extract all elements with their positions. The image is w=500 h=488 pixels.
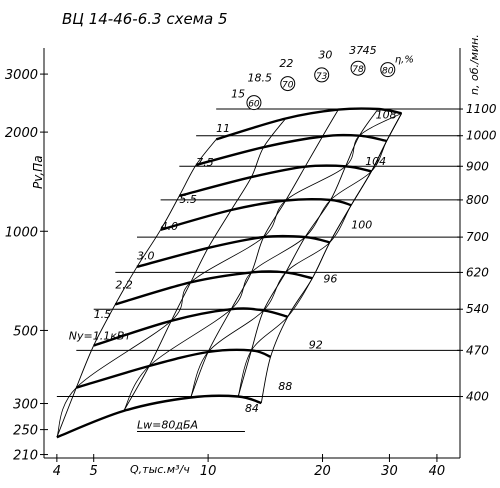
x-tick-label: 30 [381, 464, 398, 479]
fan-curve-rpm-620 [114, 270, 313, 306]
rpm-tick-label: 1100 [466, 102, 497, 116]
chart-title: ВЦ 14-46-6.3 схема 5 [62, 10, 228, 28]
fan-curve-rpm-540 [93, 307, 289, 347]
x-tick-label: 10 [200, 464, 217, 479]
rpm-axis-label: n, об./мин. [468, 34, 481, 95]
power-iso-line [123, 113, 402, 412]
fan-curve-rpm-800 [160, 198, 352, 231]
power-label: 11 [216, 122, 230, 135]
y-axis-label: Pv,Па [31, 155, 45, 189]
efficiency-label-marker [350, 60, 366, 76]
power-label: 22 [279, 57, 293, 70]
rpm-tick-label: 470 [466, 343, 489, 357]
fan-curve-rpm-1100 [215, 107, 402, 141]
power-label: 15 [231, 87, 245, 100]
y-tick-label: 1000 [5, 225, 38, 240]
fan-curve-rpm-1000 [195, 133, 387, 167]
power-label: Ny=1.1кВт [69, 329, 132, 342]
efficiency-label-marker [280, 76, 296, 92]
power-label: 18.5 [248, 71, 273, 84]
noise-label: 88 [278, 380, 292, 393]
noise-label: 96 [323, 272, 337, 285]
rpm-tick-label: 800 [466, 193, 489, 207]
operating-ray [237, 108, 379, 397]
noise-label: Lw=80дБА [137, 418, 198, 431]
power-label: 1.5 [94, 308, 112, 321]
efficiency-label-marker [380, 62, 396, 78]
rays [56, 108, 402, 438]
x-tick-label: 40 [429, 464, 446, 479]
rpm-tick-label: 540 [466, 302, 489, 316]
noise-label: 92 [309, 339, 323, 352]
noise-label: 84 [245, 402, 259, 415]
x-axis-label: Q,тыс.м³/ч [130, 463, 190, 476]
y-tick-label: 300 [13, 398, 38, 413]
rpm-tick-label: 700 [466, 230, 489, 244]
efficiency-label: 78 [352, 65, 364, 75]
fan-curve-rpm-900 [178, 164, 372, 198]
power-iso-line [56, 112, 402, 438]
power-label: 7.5 [196, 156, 214, 169]
efficiency-label: 60 [248, 100, 260, 110]
power-label: 5.5 [179, 193, 197, 206]
rpm-tick-label: 620 [466, 265, 489, 279]
y-tick-label: 500 [13, 324, 38, 339]
power-label: 2.2 [115, 279, 133, 292]
fan-curve-rpm-400 [56, 394, 262, 439]
y-tick-label: 3000 [5, 68, 38, 83]
efficiency-unit-label: η,% [395, 55, 414, 66]
efficiency-label: 80 [382, 67, 394, 77]
power-label: 3.0 [137, 250, 155, 263]
efficiency-label: 70 [282, 81, 294, 91]
noise-label: 108 [376, 108, 397, 121]
efficiency-label-marker [314, 67, 330, 83]
curves [56, 107, 402, 439]
power-label: 37 [349, 44, 363, 57]
power-label: 30 [318, 48, 332, 61]
y-tick-label: 2000 [5, 126, 38, 141]
x-tick-label: 4 [53, 464, 61, 479]
power-label: 4.0 [161, 220, 179, 233]
noise-label: 104 [365, 155, 386, 168]
efficiency-label: 73 [316, 72, 328, 82]
rpm-tick-label: 900 [466, 159, 489, 173]
x-tick-label: 20 [314, 464, 331, 479]
noise-label: 100 [351, 218, 372, 231]
x-tick-label: 5 [90, 464, 98, 479]
y-tick-label: 250 [13, 424, 38, 439]
y-tick-label: 210 [13, 449, 38, 464]
efficiency-label-marker [246, 95, 262, 111]
power-label: 45 [363, 44, 377, 57]
rpm-tick-label: 1000 [466, 129, 497, 143]
fan-curve-rpm-470 [75, 348, 272, 389]
rpm-tick-label: 400 [466, 390, 489, 404]
fan-curve-rpm-700 [136, 234, 331, 268]
